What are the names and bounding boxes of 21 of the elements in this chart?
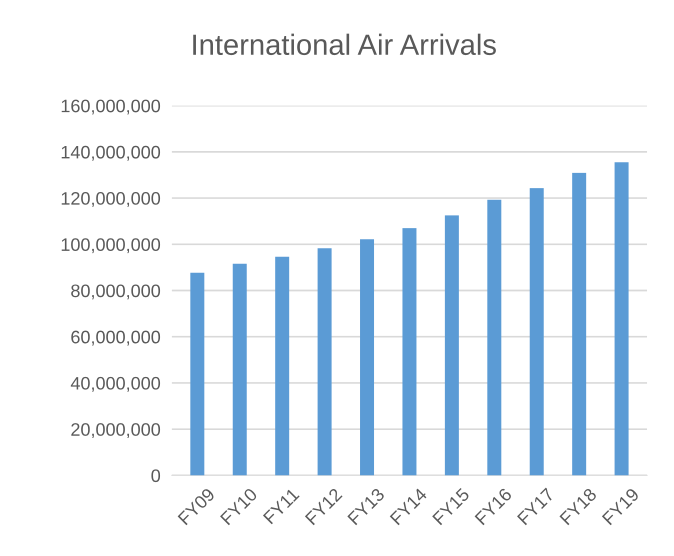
y-tick-label: 60,000,000	[71, 330, 160, 346]
y-tick-label: 120,000,000	[62, 192, 160, 207]
bar	[487, 200, 502, 476]
bar	[190, 272, 204, 476]
bar	[614, 162, 629, 476]
bar	[530, 188, 544, 476]
y-tick-label: 140,000,000	[62, 146, 160, 161]
y-tick-label: 80,000,000	[71, 284, 160, 300]
bar	[572, 172, 586, 476]
bar	[318, 248, 332, 476]
bar	[360, 239, 374, 476]
y-tick-label: 40,000,000	[70, 376, 160, 392]
y-tick-label: 100,000,000	[62, 238, 160, 254]
bar	[232, 264, 247, 476]
y-tick-label: 160,000,000	[62, 100, 160, 114]
bar	[444, 215, 459, 476]
chart-title: International Air Arrivals	[193, 34, 496, 56]
y-tick-label: 20,000,000	[71, 423, 160, 438]
bar	[275, 256, 290, 476]
y-tick-label: 0	[151, 469, 160, 482]
bar	[402, 228, 416, 476]
